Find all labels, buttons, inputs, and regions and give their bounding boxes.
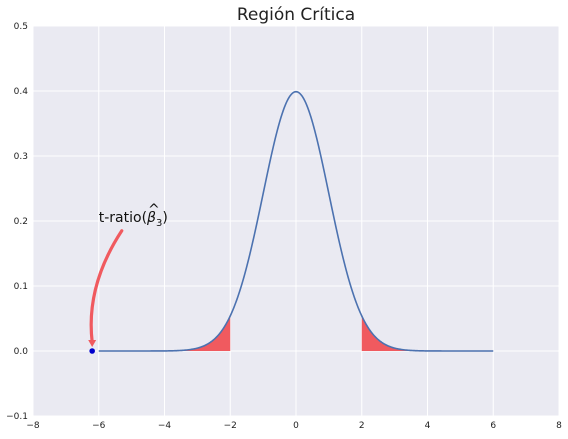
y-tick-label: 0.0 [14,347,29,357]
y-tick-label: 0.5 [14,22,28,32]
chart-title: Región Crítica [237,5,355,25]
x-tick-label: 8 [556,421,562,431]
x-tick-label: 2 [359,421,365,431]
critical-region [98,315,231,351]
annotation-arrow-head [88,340,97,347]
critical-region [361,315,494,351]
critical-regions [98,315,494,351]
x-tick-label: 4 [425,421,431,431]
annotation-text-main: t-ratio( [99,210,147,226]
annotation-label: t-ratio(β3) [99,210,168,229]
annotation-text-close: ) [162,210,167,226]
x-tick-label: −6 [92,421,106,431]
y-tick-label: 0.2 [14,217,28,227]
annotation-beta: β [146,210,156,226]
annotation-hat: ^ [148,202,160,218]
x-tick-label: 0 [293,421,299,431]
x-tick-labels: −8 −6 −4 −2 0 2 4 6 8 [26,421,562,431]
y-tick-label: 0.3 [14,152,28,162]
x-tick-label: −8 [26,421,40,431]
density-curve [98,90,494,352]
annotation-subscript: 3 [156,218,162,229]
y-tick-label: 0.4 [14,87,29,97]
y-tick-label: −0.1 [6,412,28,422]
annotation-arrow-shaft [89,229,124,344]
y-tick-label: 0.1 [14,282,28,292]
t-ratio-point [89,348,95,354]
x-tick-label: −4 [158,421,172,431]
x-tick-label: 6 [490,421,496,431]
x-tick-label: −2 [224,421,237,431]
y-tick-labels: −0.1 0.0 0.1 0.2 0.3 0.4 0.5 [6,22,28,422]
annotation-arrow [88,229,124,347]
